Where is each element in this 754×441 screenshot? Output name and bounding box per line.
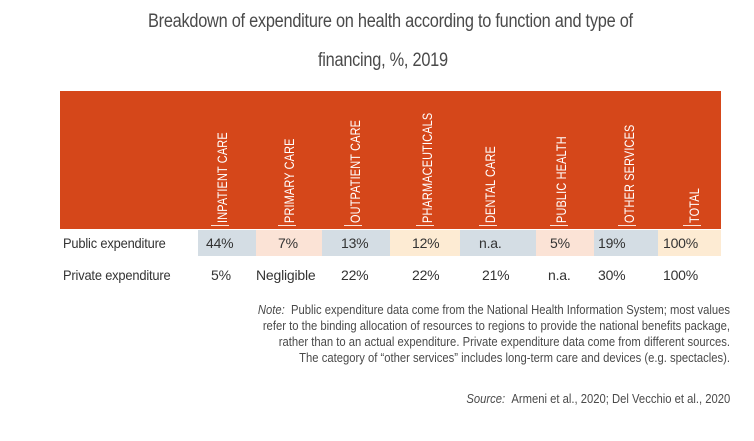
note-line-3: rather than to an actual expenditure. Pr… [278, 335, 730, 349]
title-line-1: Breakdown of expenditure on health accor… [148, 11, 633, 32]
cell-shade [198, 230, 256, 256]
table-header: INPATIENT CARE PRIMARY CARE OUTPATIENT C… [60, 91, 721, 229]
cell-public-health: 5% [550, 235, 570, 251]
cell-shade [322, 230, 390, 256]
cell-pharmaceuticals: 12% [412, 235, 440, 251]
column-header-dental-care: DENTAL CARE [479, 93, 501, 226]
cell-shade [594, 230, 658, 256]
title-line-2: financing, %, 2019 [318, 50, 448, 71]
note-line-2: refer to the binding allocation of resou… [262, 319, 730, 333]
cell-total: 100% [663, 267, 699, 283]
row-label: Private expenditure [63, 267, 171, 283]
cell-outpatient-care: 22% [341, 267, 369, 283]
note-line-1: Public expenditure data come from the Na… [291, 303, 730, 317]
note-prefix: Note: [257, 303, 285, 317]
cell-dental-care: n.a. [479, 235, 502, 251]
cell-public-health: n.a. [548, 267, 571, 283]
table-note: Note: Public expenditure data come from … [170, 302, 730, 366]
cell-other-services: 19% [598, 235, 626, 251]
row-label: Public expenditure [63, 235, 166, 251]
table-source: Source: Armeni et al., 2020; Del Vecchio… [466, 392, 730, 406]
source-text: Armeni et al., 2020; Del Vecchio et al.,… [511, 392, 730, 406]
column-header-total: TOTAL [683, 93, 705, 226]
cell-shade [390, 230, 460, 256]
cell-inpatient-care: 44% [206, 235, 234, 251]
cell-shade [460, 230, 536, 256]
table-row-private-expenditure: Private expenditure 5% Negligible 22% 22… [60, 262, 721, 288]
cell-shade [658, 230, 721, 256]
column-header-public-health: PUBLIC HEALTH [550, 93, 572, 226]
cell-outpatient-care: 13% [341, 235, 369, 251]
source-prefix: Source: [466, 392, 505, 406]
column-header-pharmaceuticals: PHARMACEUTICALS [416, 93, 438, 226]
cell-pharmaceuticals: 22% [412, 267, 440, 283]
note-line-4: The category of “other services” include… [299, 351, 730, 365]
column-header-outpatient-care: OUTPATIENT CARE [344, 93, 366, 226]
cell-primary-care: 7% [278, 235, 298, 251]
cell-total: 100% [663, 235, 699, 251]
cell-inpatient-care: 5% [211, 267, 231, 283]
cell-shade [536, 230, 594, 256]
column-header-inpatient-care: INPATIENT CARE [211, 93, 233, 226]
table-row-public-expenditure: Public expenditure 44% 7% 13% 12% n.a. 5… [60, 230, 721, 256]
cell-shade [256, 230, 322, 256]
column-header-primary-care: PRIMARY CARE [278, 93, 300, 226]
cell-dental-care: 21% [482, 267, 510, 283]
column-header-other-services: OTHER SERVICES [618, 93, 640, 226]
cell-primary-care: Negligible [256, 267, 316, 283]
cell-other-services: 30% [598, 267, 626, 283]
